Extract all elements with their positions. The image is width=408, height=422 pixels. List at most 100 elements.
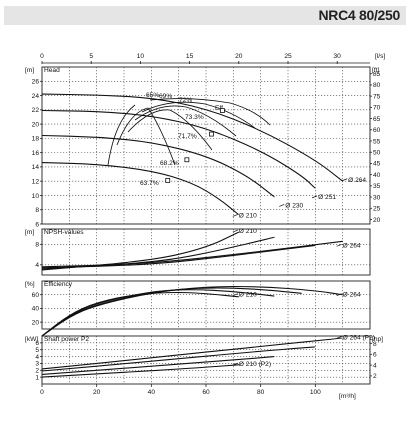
series-label-leader: [232, 229, 238, 233]
y-tick-label: 18: [32, 136, 40, 143]
right-tick-label: 35: [373, 183, 381, 190]
chart-title: NRC4 80/250: [318, 7, 400, 23]
panel-title: Head: [44, 67, 60, 74]
y-tick-label: 14: [32, 164, 40, 171]
series-label-leader: [279, 204, 285, 207]
panel-title: Efficiency: [44, 281, 73, 288]
top-axis-tick-label: 30: [334, 53, 342, 60]
y-tick-label: 2: [35, 368, 39, 375]
y-tick-label: 22: [32, 107, 40, 114]
efficiency-curve: [116, 107, 176, 166]
series-curve: [41, 93, 344, 182]
series-label: Ø 264: [348, 177, 366, 184]
series-curve: [41, 240, 343, 268]
right-tick-label: 60: [373, 127, 381, 134]
panel-frame: [41, 228, 371, 276]
right-tick-label: 20: [373, 217, 381, 224]
series-curve: [41, 236, 275, 270]
right-axis-unit: [ft]: [372, 67, 379, 74]
y-axis-unit: [kW]: [25, 336, 38, 343]
right-tick-label: 2: [373, 373, 377, 380]
series-label-leader: [232, 362, 238, 366]
series-curve: [41, 162, 240, 216]
series-curve: [41, 346, 316, 372]
series-curve: [41, 231, 240, 271]
series-curve: [41, 356, 275, 375]
y-tick-label: 26: [32, 79, 40, 86]
top-axis-tick-label: 15: [186, 53, 194, 60]
y-tick-label: 60: [32, 292, 40, 299]
y-tick-label: 4: [35, 354, 39, 361]
series-label-leader: [336, 244, 342, 247]
y-tick-label: 6: [35, 221, 39, 228]
efficiency-label: 65%: [146, 92, 159, 99]
best-efficiency-marker: [165, 178, 171, 183]
series-curve: [41, 285, 344, 337]
series-curve: [41, 291, 239, 337]
bottom-axis-tick-label: 100: [310, 389, 321, 396]
series-label: Ø 264: [343, 242, 361, 249]
series-label: Ø 210: [239, 212, 257, 219]
top-axis-tick-label: 25: [284, 53, 292, 60]
right-tick-label: 85: [373, 71, 381, 78]
y-tick-label: 20: [32, 121, 40, 128]
top-axis-tick-label: 5: [89, 53, 93, 60]
right-tick-label: 75: [373, 93, 381, 100]
best-efficiency-marker: [184, 157, 190, 163]
right-tick-label: 70: [373, 105, 381, 112]
efficiency-curve: [107, 104, 136, 166]
efficiency-label: 73.3%: [185, 114, 204, 121]
right-tick-label: 30: [373, 194, 381, 201]
efficiency-curve: [141, 101, 256, 129]
series-label-leader: [336, 336, 342, 339]
series-label-leader: [232, 214, 238, 217]
right-tick-label: 8: [373, 341, 377, 348]
y-tick-label: 10: [32, 193, 40, 200]
right-tick-label: 80: [373, 82, 381, 89]
series-label: Ø 264: [343, 292, 361, 299]
series-label: Ø 210: [239, 292, 257, 299]
right-tick-label: 45: [373, 161, 381, 168]
y-axis-unit: [%]: [25, 281, 35, 288]
efficiency-label: 63.7%: [140, 180, 159, 187]
efficiency-label: Eff.: [215, 105, 225, 112]
bottom-axis-tick-label: 60: [202, 389, 210, 396]
bottom-axis-unit: [m³/h]: [339, 393, 356, 400]
right-tick-label: 6: [373, 352, 377, 359]
y-axis-unit: [m]: [25, 229, 34, 236]
bottom-axis-tick-label: 80: [257, 389, 265, 396]
y-tick-label: 4: [35, 262, 39, 269]
right-tick-label: 65: [373, 116, 381, 123]
series-label-leader: [342, 178, 348, 182]
y-tick-label: 5: [35, 347, 39, 354]
panel-title: Shaft power P2: [44, 336, 89, 343]
series-curve: [41, 109, 316, 189]
bottom-axis-tick-label: 20: [93, 389, 101, 396]
right-tick-label: 40: [373, 172, 381, 179]
y-tick-label: 20: [32, 319, 40, 326]
y-tick-label: 1: [35, 374, 39, 381]
y-tick-label: 3: [35, 361, 39, 368]
efficiency-curve: [149, 98, 271, 126]
top-axis-tick-label: 20: [235, 53, 243, 60]
series-label: Ø 251: [318, 194, 336, 201]
top-axis-unit: [l/s]: [375, 53, 385, 60]
efficiency-label: 72%: [179, 97, 192, 104]
y-tick-label: 6: [35, 340, 39, 347]
series-curve: [41, 364, 240, 378]
series-label-leader: [311, 195, 318, 199]
series-label: Ø 210 (P2): [239, 361, 271, 368]
right-tick-label: 50: [373, 150, 381, 157]
efficiency-label: 71.7%: [178, 133, 197, 140]
right-axis-unit: [hp]: [372, 336, 383, 343]
y-tick-label: 24: [32, 93, 40, 100]
panel-frame: [41, 280, 371, 330]
panel-frame: [41, 66, 371, 225]
right-tick-label: 4: [373, 362, 377, 369]
top-axis-tick-label: 10: [137, 53, 145, 60]
efficiency-label: 69%: [159, 93, 172, 100]
bottom-axis-tick-label: 0: [40, 389, 44, 396]
y-tick-label: 40: [32, 306, 40, 313]
series-label-leader: [232, 293, 238, 297]
